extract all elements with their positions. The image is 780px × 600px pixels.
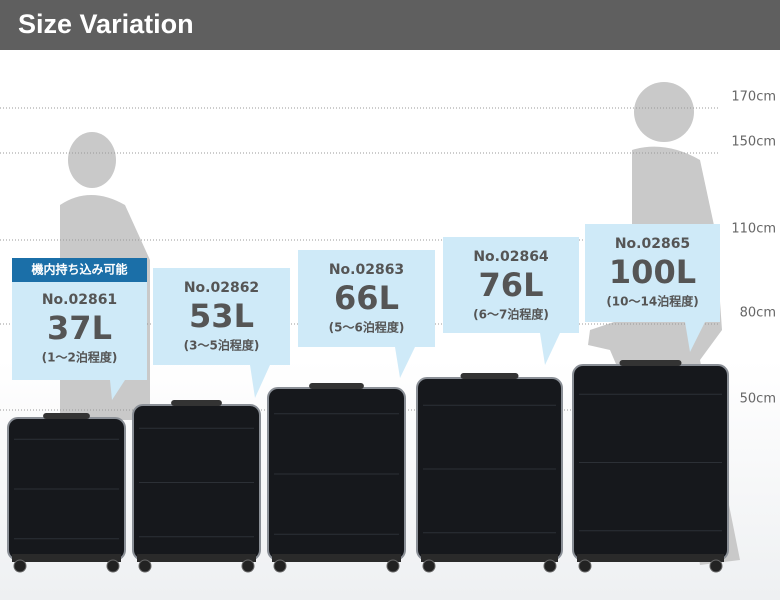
nights: (1～2泊程度) xyxy=(42,350,118,365)
suitcase-base xyxy=(272,554,401,562)
label-pointer xyxy=(395,347,415,378)
wheel xyxy=(386,559,400,573)
height-label: 80cm xyxy=(740,306,776,321)
suitcase-base xyxy=(12,554,121,562)
suitcases xyxy=(7,360,729,573)
capacity: 37L xyxy=(47,309,112,347)
suitcase-base xyxy=(421,554,558,562)
height-label: 150cm xyxy=(731,135,776,150)
label-pointer xyxy=(540,333,560,365)
nights: (10～14泊程度) xyxy=(606,294,698,309)
suitcase xyxy=(572,360,729,573)
label-box xyxy=(153,268,290,365)
suitcase xyxy=(7,413,126,573)
product-number: No.02864 xyxy=(473,249,549,265)
label-pointer xyxy=(250,365,270,398)
label-box xyxy=(298,250,435,347)
wheel xyxy=(13,559,27,573)
suitcase xyxy=(132,400,261,573)
wheel xyxy=(106,559,120,573)
nights: (6～7泊程度) xyxy=(473,307,549,322)
suitcase-base xyxy=(577,554,724,562)
suitcase-handle xyxy=(309,383,364,389)
suitcase-handle xyxy=(619,360,682,366)
suitcase-handle xyxy=(43,413,90,419)
product-number: No.02863 xyxy=(329,262,404,278)
badge-bg xyxy=(12,258,147,282)
wheel xyxy=(543,559,557,573)
nights: (3～5泊程度) xyxy=(184,338,260,353)
label-box xyxy=(443,237,579,333)
label-pointer xyxy=(110,380,125,400)
wheel xyxy=(709,559,723,573)
capacity: 53L xyxy=(189,297,254,335)
wheel xyxy=(138,559,152,573)
capacity: 100L xyxy=(609,253,696,291)
suitcase-handle xyxy=(171,400,222,406)
label-pointer xyxy=(685,322,705,352)
suitcase xyxy=(267,383,406,573)
suitcase xyxy=(416,373,563,573)
label-box xyxy=(585,224,720,322)
product-number: No.02862 xyxy=(184,280,259,296)
nights: (5～6泊程度) xyxy=(329,320,405,335)
header-title: Size Variation xyxy=(18,9,194,39)
capacity: 66L xyxy=(334,279,399,317)
header-bar xyxy=(0,0,780,50)
suitcase-handle xyxy=(460,373,519,379)
height-label: 170cm xyxy=(731,90,776,105)
capacity: 76L xyxy=(479,266,544,304)
wheel xyxy=(422,559,436,573)
wheel xyxy=(273,559,287,573)
wheel xyxy=(578,559,592,573)
product-number: No.02865 xyxy=(615,236,690,252)
suitcase-base xyxy=(137,554,256,562)
badge-text: 機内持ち込み可能 xyxy=(31,262,127,277)
wheel xyxy=(241,559,255,573)
height-label: 110cm xyxy=(731,222,776,237)
height-label: 50cm xyxy=(740,392,776,407)
product-number: No.02861 xyxy=(42,292,117,308)
